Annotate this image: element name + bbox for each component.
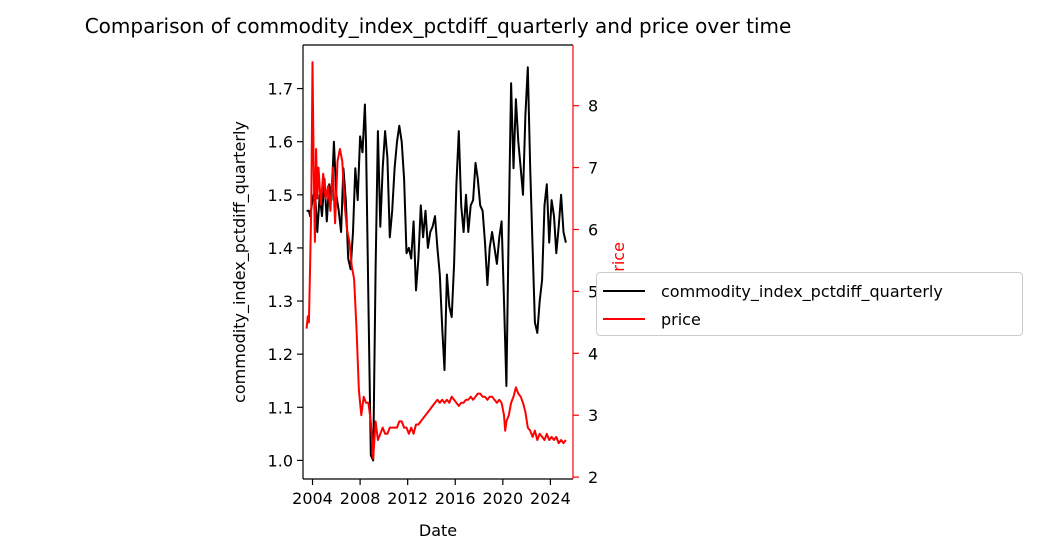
x-tick-label: 2012 [387,489,428,508]
legend-line-commodity-index [603,290,645,292]
x-tick-label: 2008 [340,489,381,508]
x-axis-label: Date [419,521,457,540]
left-y-tick-label: 1.6 [268,133,293,152]
right-y-axis-label: price [609,242,628,282]
left-y-tick-label: 1.3 [268,292,293,311]
left-y-tick-label: 1.1 [268,398,293,417]
series-line-commodity-index [306,66,567,462]
left-y-tick-label: 1.0 [268,451,293,470]
legend: commodity_index_pctdiff_quarterly price [596,272,1023,336]
right-y-tick-label: 6 [588,220,598,239]
x-tick-label: 2004 [292,489,333,508]
legend-line-price [603,318,645,320]
x-tick-label: 2016 [435,489,476,508]
right-y-tick-label: 5 [588,282,598,301]
left-y-tick-label: 1.5 [268,186,293,205]
legend-label-commodity-index: commodity_index_pctdiff_quarterly [661,281,943,301]
right-y-tick-label: 2 [588,468,598,487]
left-y-axis-label: commodity_index_pctdiff_quarterly [230,121,250,403]
right-y-tick-label: 3 [588,406,598,425]
chart-title: Comparison of commodity_index_pctdiff_qu… [85,14,792,38]
legend-entry-commodity-index: commodity_index_pctdiff_quarterly [603,279,943,303]
series-line-price [305,61,567,460]
x-tick-label: 2024 [530,489,571,508]
left-y-tick-label: 1.7 [268,80,293,99]
left-y-tick-label: 1.2 [268,345,293,364]
right-y-tick-label: 4 [588,344,598,363]
legend-label-price: price [661,309,701,329]
x-tick-label: 2020 [482,489,523,508]
right-y-tick-label: 8 [588,97,598,116]
legend-entry-price: price [603,307,701,331]
right-y-tick-label: 7 [588,159,598,178]
left-y-tick-label: 1.4 [268,239,293,258]
